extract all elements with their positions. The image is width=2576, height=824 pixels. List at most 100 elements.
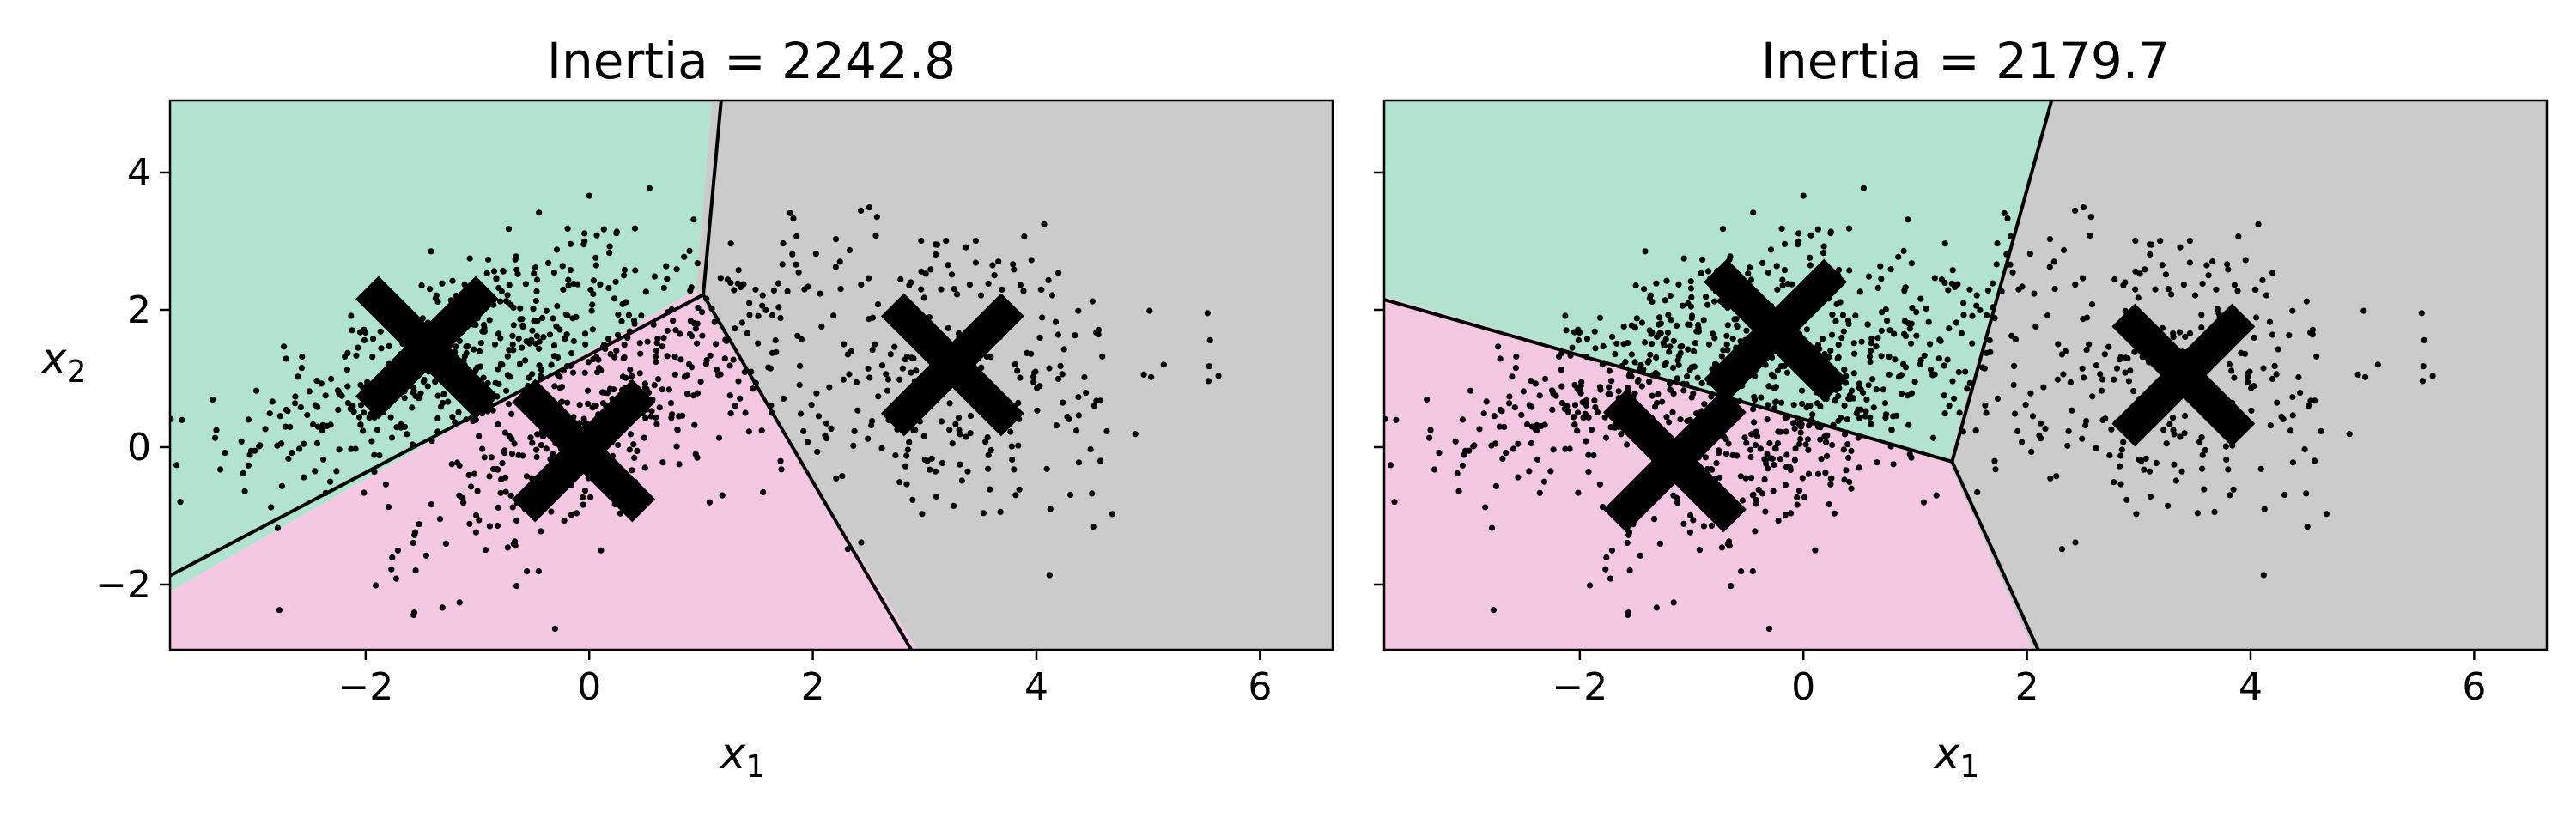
data-point <box>313 439 320 447</box>
data-point <box>421 376 428 384</box>
data-point <box>2118 446 2125 453</box>
data-point <box>1845 320 1852 327</box>
data-point <box>1583 438 1589 445</box>
data-point <box>560 286 567 293</box>
data-point <box>677 356 684 363</box>
data-point <box>1059 371 1066 378</box>
data-point <box>1719 226 1727 233</box>
data-point <box>615 441 622 449</box>
data-point <box>278 440 285 447</box>
data-point <box>590 277 598 284</box>
data-point <box>530 306 537 312</box>
data-point <box>2026 251 2033 258</box>
data-point <box>1906 451 1913 457</box>
data-point <box>652 353 659 360</box>
data-point <box>920 294 927 301</box>
data-point <box>2001 209 2008 216</box>
data-point <box>2011 362 2018 369</box>
data-point <box>762 306 769 313</box>
data-point <box>614 331 622 338</box>
data-point <box>276 607 283 614</box>
data-point <box>1827 481 1834 488</box>
data-point <box>2097 371 2104 378</box>
data-point <box>1633 315 1640 322</box>
data-point <box>550 269 558 276</box>
data-point <box>1075 394 1082 401</box>
data-point <box>656 404 663 411</box>
data-point <box>1612 424 1619 431</box>
data-point <box>1743 439 1750 446</box>
data-point <box>1663 277 1670 284</box>
data-point <box>2132 268 2139 275</box>
data-point <box>344 383 351 390</box>
data-point <box>1686 529 1693 536</box>
data-point <box>1898 372 1905 379</box>
data-point <box>2105 343 2112 350</box>
data-point <box>1452 438 1459 445</box>
cluster-region-gray <box>696 100 1333 650</box>
data-point <box>2168 291 2175 298</box>
data-point <box>2309 326 2316 333</box>
data-point <box>607 351 614 358</box>
data-point <box>387 414 394 421</box>
data-point <box>2038 420 2044 427</box>
data-point <box>1562 312 1569 319</box>
data-point <box>887 351 894 358</box>
data-point <box>532 264 539 271</box>
data-point <box>1800 192 1807 199</box>
data-point <box>561 518 568 524</box>
data-point <box>511 440 518 447</box>
data-point <box>1007 428 1014 435</box>
data-point <box>1607 575 1613 582</box>
data-point <box>1048 292 1056 299</box>
data-point <box>2275 346 2281 353</box>
data-point <box>411 531 418 538</box>
data-point <box>304 411 311 419</box>
data-point <box>467 483 475 490</box>
data-point <box>2099 416 2106 423</box>
data-point <box>247 447 255 454</box>
data-point <box>1984 287 1991 294</box>
data-point <box>686 360 693 367</box>
data-point <box>1831 510 1838 517</box>
data-point <box>1459 462 1466 469</box>
data-point <box>927 266 934 273</box>
data-point <box>1969 340 1976 347</box>
data-point <box>1021 233 1028 240</box>
data-point <box>1982 402 1989 409</box>
data-point <box>617 510 624 517</box>
data-point <box>767 365 774 372</box>
data-point <box>1841 367 1848 373</box>
data-point <box>581 238 588 245</box>
data-point <box>638 312 645 319</box>
data-point <box>268 504 275 511</box>
data-point <box>2133 511 2140 518</box>
data-point <box>2060 371 2067 378</box>
data-point <box>1867 414 1874 421</box>
data-point <box>903 452 910 459</box>
data-point <box>440 391 447 397</box>
data-point <box>1835 266 1843 273</box>
data-point <box>1917 357 1924 364</box>
data-point <box>832 264 839 270</box>
data-point <box>2117 481 2124 488</box>
data-point <box>741 368 748 376</box>
data-point <box>972 259 979 266</box>
data-point <box>1779 276 1786 283</box>
data-point <box>2014 427 2021 434</box>
data-point <box>480 374 487 381</box>
data-point <box>1797 436 1804 443</box>
data-point <box>600 226 607 233</box>
data-point <box>1424 396 1431 403</box>
data-point <box>2191 292 2199 299</box>
data-point <box>1579 399 1586 406</box>
data-point <box>285 455 292 463</box>
data-point <box>613 348 620 354</box>
data-point <box>2245 373 2251 380</box>
data-point <box>2050 258 2057 265</box>
data-point <box>301 440 307 447</box>
data-point <box>2227 492 2233 499</box>
data-point <box>1784 369 1791 376</box>
data-point <box>599 400 607 407</box>
data-point <box>422 552 429 559</box>
